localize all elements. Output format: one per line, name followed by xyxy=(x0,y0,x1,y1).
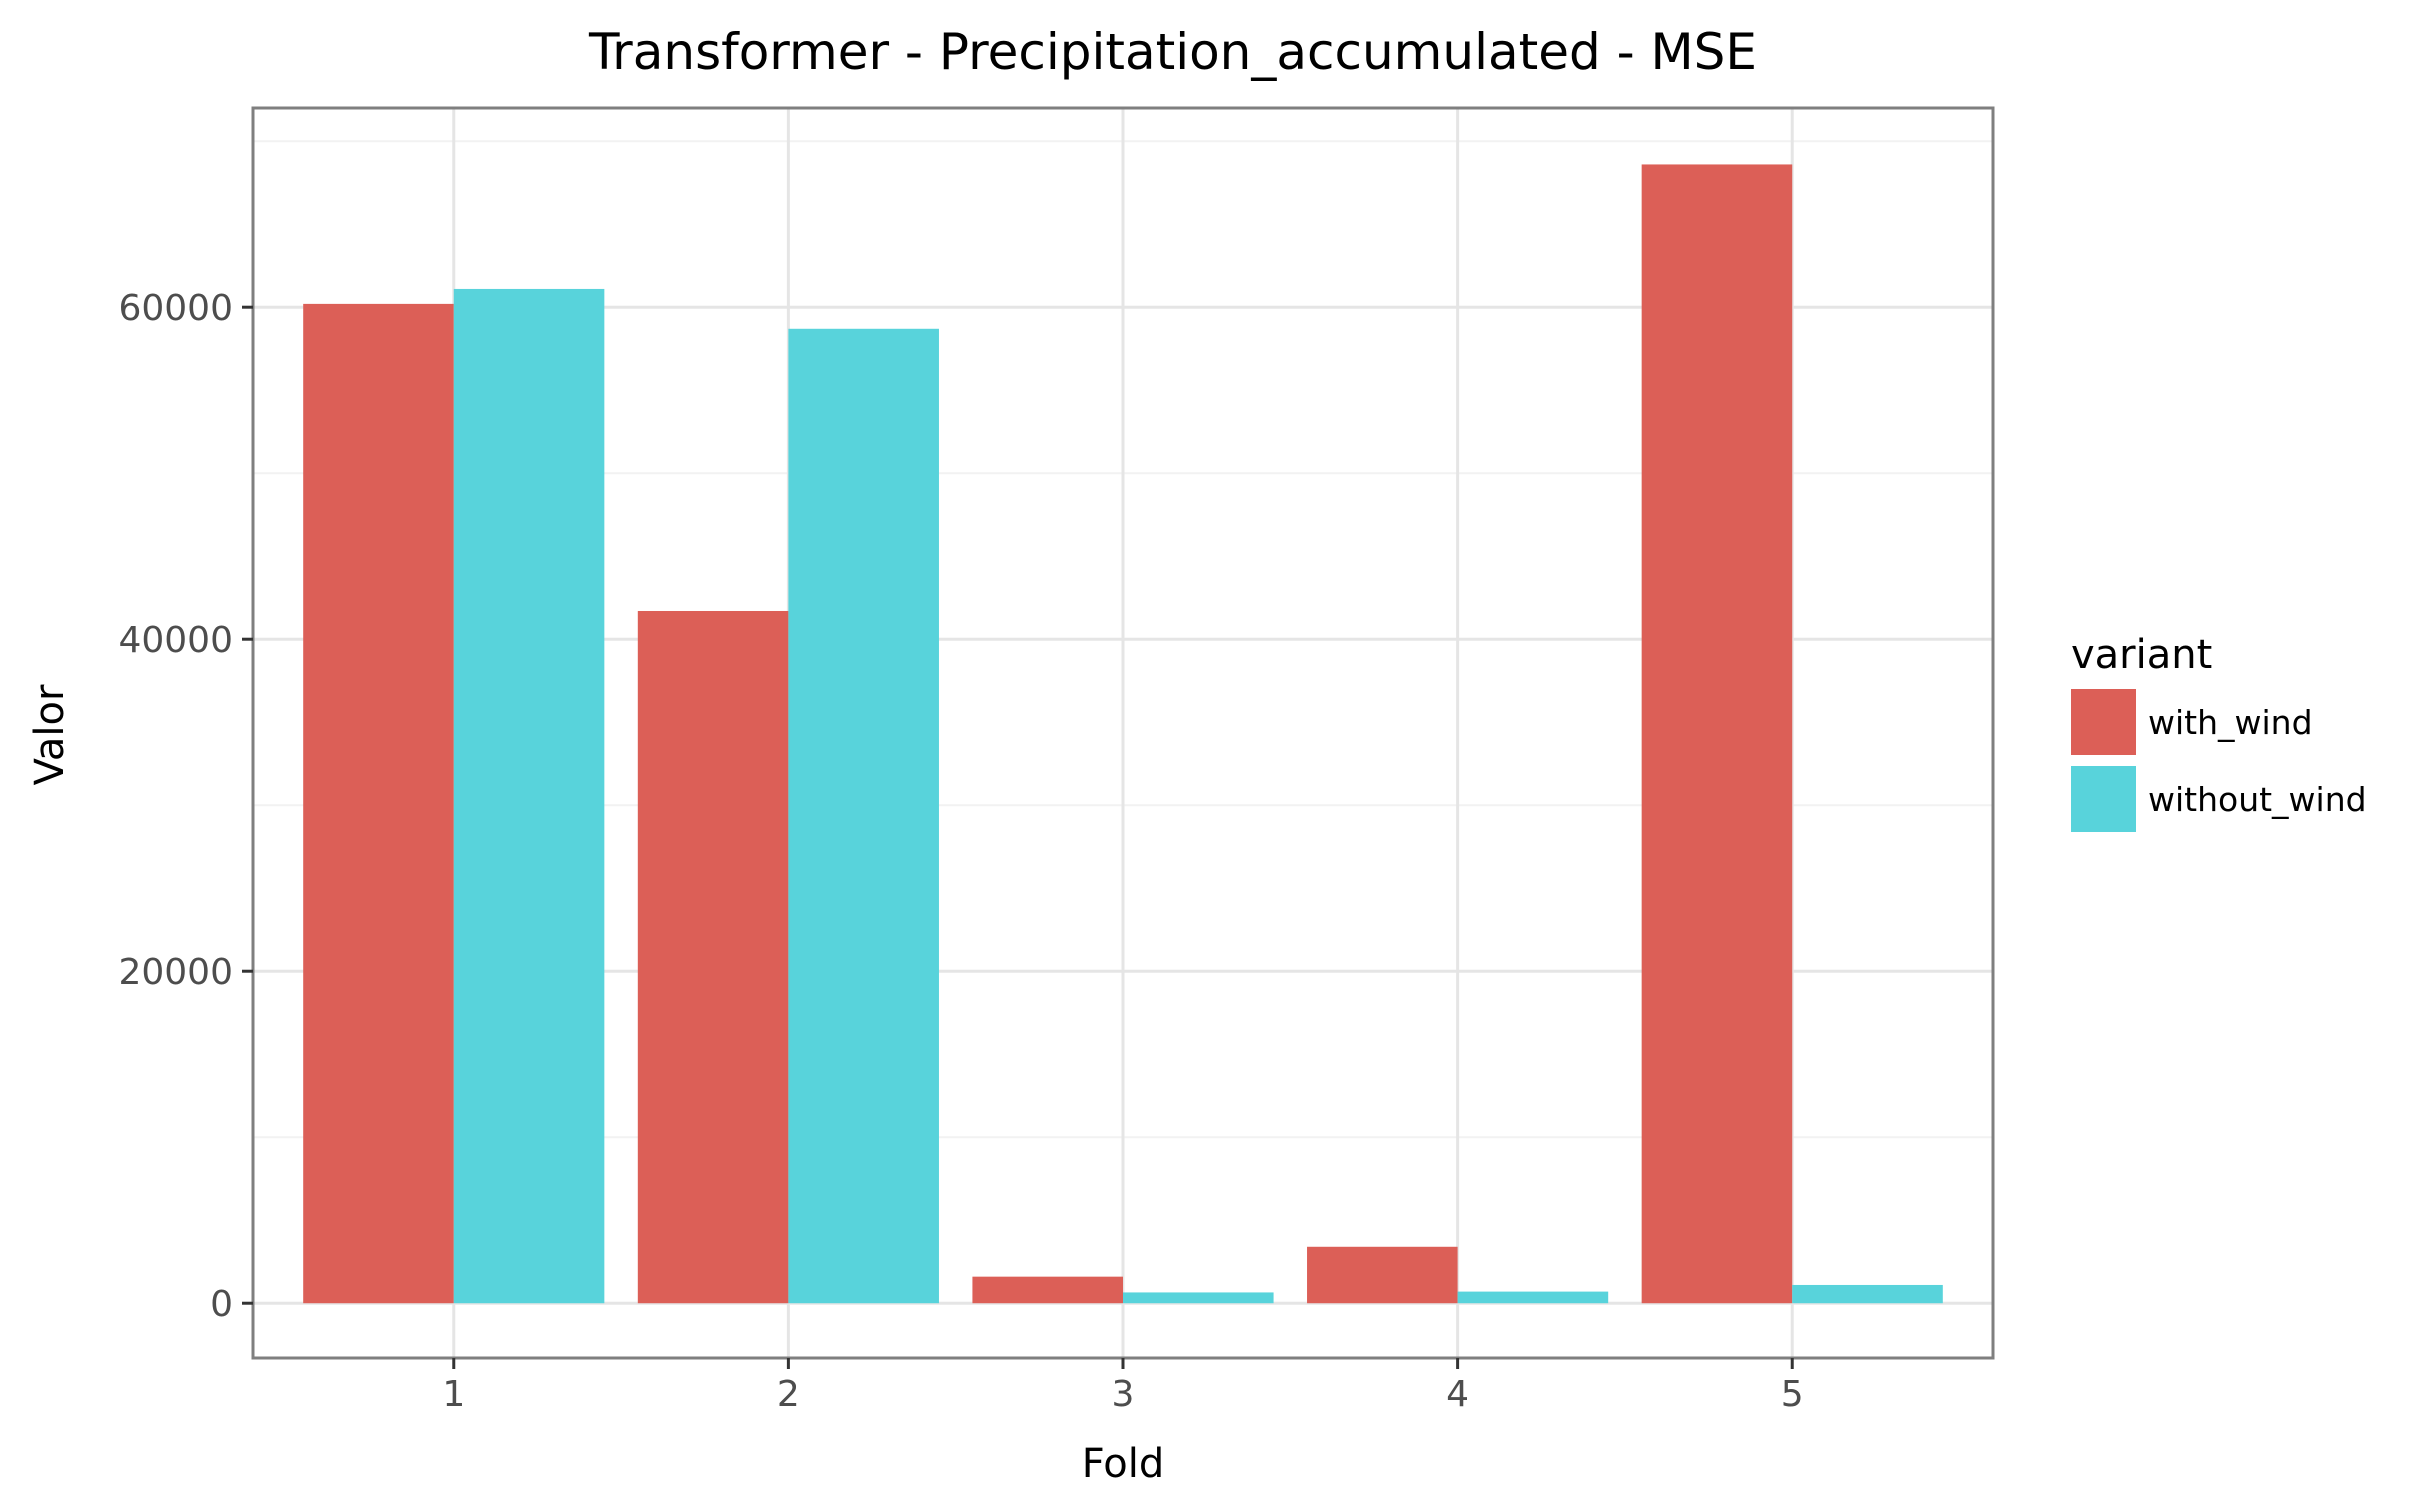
x-axis-ticks: 1 2 3 4 5 xyxy=(442,1358,1804,1415)
legend-key-with_wind xyxy=(2071,689,2136,755)
legend-label-without_wind: without_wind xyxy=(2148,780,2367,819)
x-tick-label: 1 xyxy=(442,1374,465,1415)
bar-with_wind-fold-3 xyxy=(972,1276,1123,1304)
x-axis-title: Fold xyxy=(1082,1441,1165,1487)
y-axis-title: Valor xyxy=(27,684,73,785)
legend-title: variant xyxy=(2071,632,2212,678)
x-tick-label: 3 xyxy=(1112,1374,1135,1415)
bar-without_wind-fold-3 xyxy=(1123,1292,1274,1304)
bar-with_wind-fold-2 xyxy=(637,610,789,1304)
bars xyxy=(303,164,1943,1304)
y-tick-label: 20000 xyxy=(118,952,233,993)
y-tick-label: 0 xyxy=(210,1284,233,1325)
bar-without_wind-fold-1 xyxy=(453,288,605,1304)
x-tick-label: 2 xyxy=(777,1374,800,1415)
x-tick-label: 5 xyxy=(1781,1374,1804,1415)
chart-title: Transformer - Precipitation_accumulated … xyxy=(588,23,1757,81)
bar-with_wind-fold-5 xyxy=(1641,164,1793,1304)
legend-key-without_wind xyxy=(2071,766,2136,832)
legend: variant with_wind without_wind xyxy=(2071,632,2367,832)
y-tick-label: 60000 xyxy=(118,288,233,329)
bar-with_wind-fold-1 xyxy=(303,303,454,1304)
x-tick-label: 4 xyxy=(1446,1374,1469,1415)
bar-without_wind-fold-5 xyxy=(1792,1284,1943,1304)
y-tick-label: 40000 xyxy=(118,620,233,661)
bar-without_wind-fold-4 xyxy=(1457,1291,1609,1304)
legend-label-with_wind: with_wind xyxy=(2148,703,2313,742)
bar-without_wind-fold-2 xyxy=(788,328,939,1304)
bar-with_wind-fold-4 xyxy=(1307,1246,1458,1304)
y-axis-ticks: 0 20000 40000 60000 xyxy=(118,288,253,1325)
